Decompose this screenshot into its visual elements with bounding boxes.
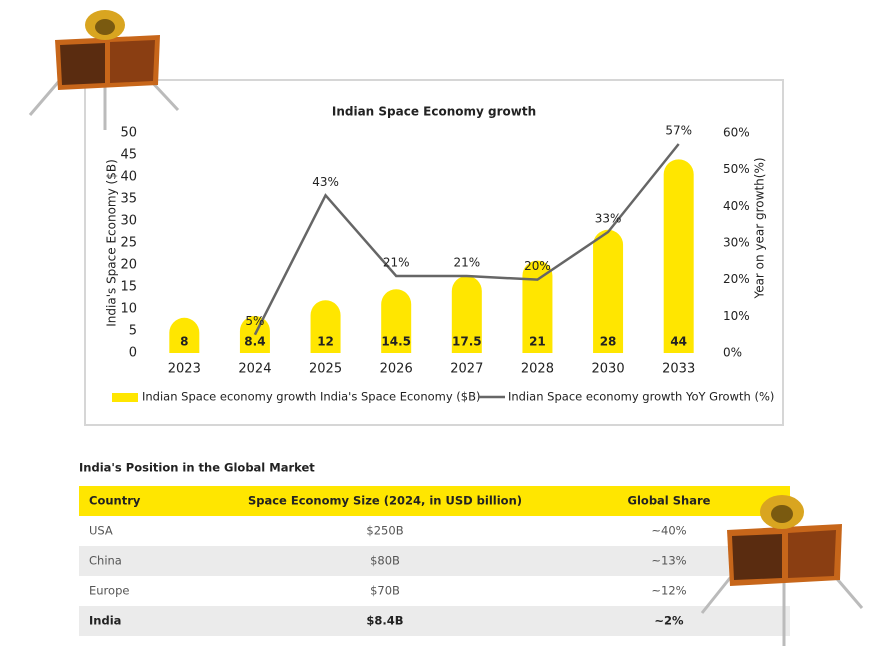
table-cell: $8.4B xyxy=(366,614,403,628)
legend-swatch xyxy=(112,393,138,402)
table-row-bg xyxy=(79,546,790,576)
bar xyxy=(522,260,553,353)
bar xyxy=(381,289,412,353)
table-cell: $250B xyxy=(366,524,403,538)
bar-value-label: 44 xyxy=(670,335,687,349)
decoration xyxy=(28,10,864,646)
bar xyxy=(310,300,341,353)
y2-tick-label: 60% xyxy=(723,126,750,140)
x-tick-label: 2033 xyxy=(662,362,695,377)
bar xyxy=(593,229,624,353)
x-tick-label: 2026 xyxy=(380,362,413,377)
table-row-bg xyxy=(79,606,790,636)
line xyxy=(253,143,680,336)
table-cell: ~12% xyxy=(651,584,686,598)
y-tick-label: 35 xyxy=(120,192,137,207)
line-value-label: 43% xyxy=(312,175,339,189)
line-value-label: 57% xyxy=(665,124,692,138)
y2-tick-label: 50% xyxy=(723,162,750,176)
table-header-bg xyxy=(79,486,790,516)
bar-value-label: 8 xyxy=(180,335,188,349)
y2-tick-label: 0% xyxy=(723,346,742,360)
bar-value-label: 8.4 xyxy=(244,335,265,349)
y-tick-label: 40 xyxy=(120,170,137,185)
line-value-label: 21% xyxy=(453,256,480,270)
table-row-bg xyxy=(79,576,790,606)
y-tick-label: 15 xyxy=(120,280,137,295)
table-cell: India xyxy=(89,614,121,628)
table-cell: China xyxy=(89,554,122,568)
y-tick-label: 20 xyxy=(120,258,137,273)
y-tick-label: 45 xyxy=(120,148,137,163)
line-value-label: 20% xyxy=(524,259,551,273)
bar xyxy=(663,159,694,353)
y-tick-label: 30 xyxy=(120,214,137,229)
x-tick-label: 2028 xyxy=(521,362,554,377)
legend-label: Indian Space economy growth India's Spac… xyxy=(142,390,480,404)
y-tick-label: 50 xyxy=(120,126,137,141)
table-header-cell: Global Share xyxy=(628,494,711,508)
y-tick-label: 25 xyxy=(120,236,137,251)
line-value-label: 21% xyxy=(383,256,410,270)
x-tick-label: 2023 xyxy=(168,362,201,377)
table-cell: $70B xyxy=(370,584,400,598)
x-tick-label: 2030 xyxy=(592,362,625,377)
table-cell: ~2% xyxy=(654,614,684,628)
y2-tick-label: 40% xyxy=(723,199,750,213)
x-tick-label: 2027 xyxy=(450,362,483,377)
bar-value-label: 28 xyxy=(600,335,617,349)
bar xyxy=(451,276,482,353)
bar-value-label: 14.5 xyxy=(381,335,411,349)
x-tick-label: 2024 xyxy=(238,362,271,377)
y-tick-label: 0 xyxy=(129,346,137,361)
y-axis-title: India's Space Economy ($B) xyxy=(105,159,119,327)
table-header-cell: Space Economy Size (2024, in USD billion… xyxy=(248,494,522,508)
y2-tick-label: 30% xyxy=(723,236,750,250)
lander-icon xyxy=(700,495,864,646)
table-cell: Europe xyxy=(89,584,129,598)
chart-title: Indian Space Economy growth xyxy=(332,105,536,119)
x-tick-label: 2025 xyxy=(309,362,342,377)
line-value-label: 33% xyxy=(595,212,622,226)
legend-label: Indian Space economy growth YoY Growth (… xyxy=(508,390,774,404)
y2-tick-label: 20% xyxy=(723,272,750,286)
lander-icon xyxy=(28,10,180,130)
table-cell: ~13% xyxy=(651,554,686,568)
table-row-bg xyxy=(79,516,790,546)
bar-value-label: 21 xyxy=(529,335,546,349)
table-title: India's Position in the Global Market xyxy=(79,461,315,475)
y-tick-label: 10 xyxy=(120,302,137,317)
y2-tick-label: 10% xyxy=(723,309,750,323)
y2-axis-title: Year on year growth(%) xyxy=(753,157,767,299)
y-tick-label: 5 xyxy=(129,324,137,339)
line-value-label: 5% xyxy=(245,314,264,328)
table-cell: USA xyxy=(89,524,113,538)
bar xyxy=(169,317,200,353)
table-header-cell: Country xyxy=(89,494,141,508)
table-cell: ~40% xyxy=(651,524,686,538)
bar-value-label: 17.5 xyxy=(452,335,482,349)
bar-value-label: 12 xyxy=(317,335,334,349)
table-cell: $80B xyxy=(370,554,400,568)
